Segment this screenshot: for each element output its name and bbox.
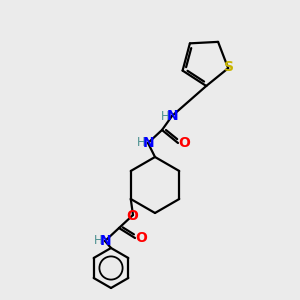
Text: H: H (94, 235, 102, 248)
Text: H: H (160, 110, 169, 122)
Text: S: S (224, 60, 234, 74)
Text: N: N (100, 234, 112, 248)
Text: O: O (178, 136, 190, 150)
Text: O: O (135, 231, 147, 245)
Text: H: H (136, 136, 146, 149)
Text: O: O (126, 209, 138, 223)
Text: N: N (143, 136, 155, 150)
Text: N: N (167, 109, 179, 123)
